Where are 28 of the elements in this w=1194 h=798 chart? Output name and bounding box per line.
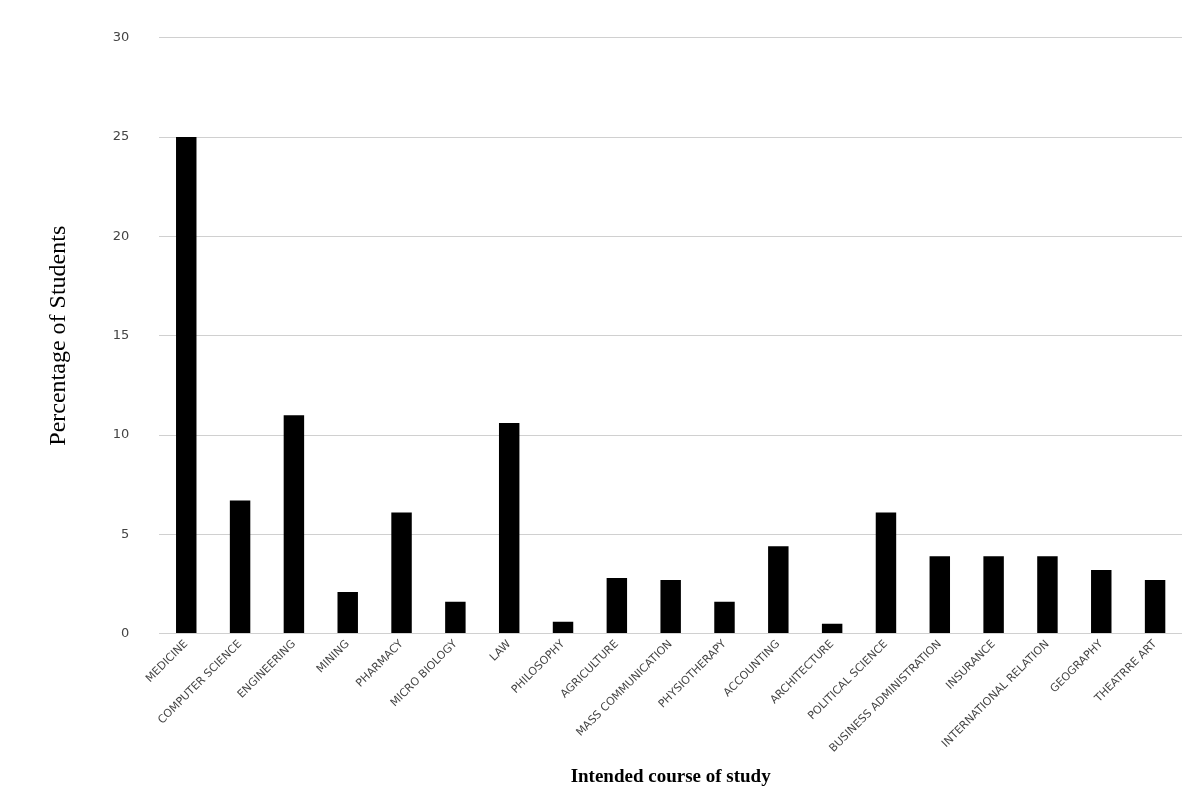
bar	[498, 423, 520, 634]
bar	[1037, 556, 1058, 634]
y-tick-label: 25	[112, 128, 130, 144]
bar	[606, 578, 628, 634]
bar	[1144, 579, 1166, 634]
y-axis-title: Percentage of Students	[43, 225, 70, 446]
bar	[983, 556, 1004, 634]
x-axis-title: Intended course of study	[570, 764, 772, 786]
y-tick-label: 20	[112, 227, 130, 243]
bar	[229, 500, 251, 634]
bar	[929, 556, 951, 634]
bar	[445, 601, 466, 634]
bar	[283, 415, 305, 634]
y-tick-label: 30	[112, 29, 130, 45]
bar	[552, 621, 574, 634]
y-tick-label: 10	[112, 426, 130, 442]
bar	[391, 512, 412, 634]
bar	[1091, 570, 1112, 634]
bar	[714, 601, 735, 634]
y-tick-label: 15	[112, 327, 130, 343]
bar	[337, 591, 358, 634]
bar	[660, 579, 681, 634]
bar	[821, 623, 843, 634]
bar	[176, 137, 197, 634]
y-tick-label: 0	[121, 624, 130, 640]
y-tick-label: 5	[121, 525, 130, 541]
bar	[768, 546, 789, 634]
bar	[875, 512, 897, 634]
